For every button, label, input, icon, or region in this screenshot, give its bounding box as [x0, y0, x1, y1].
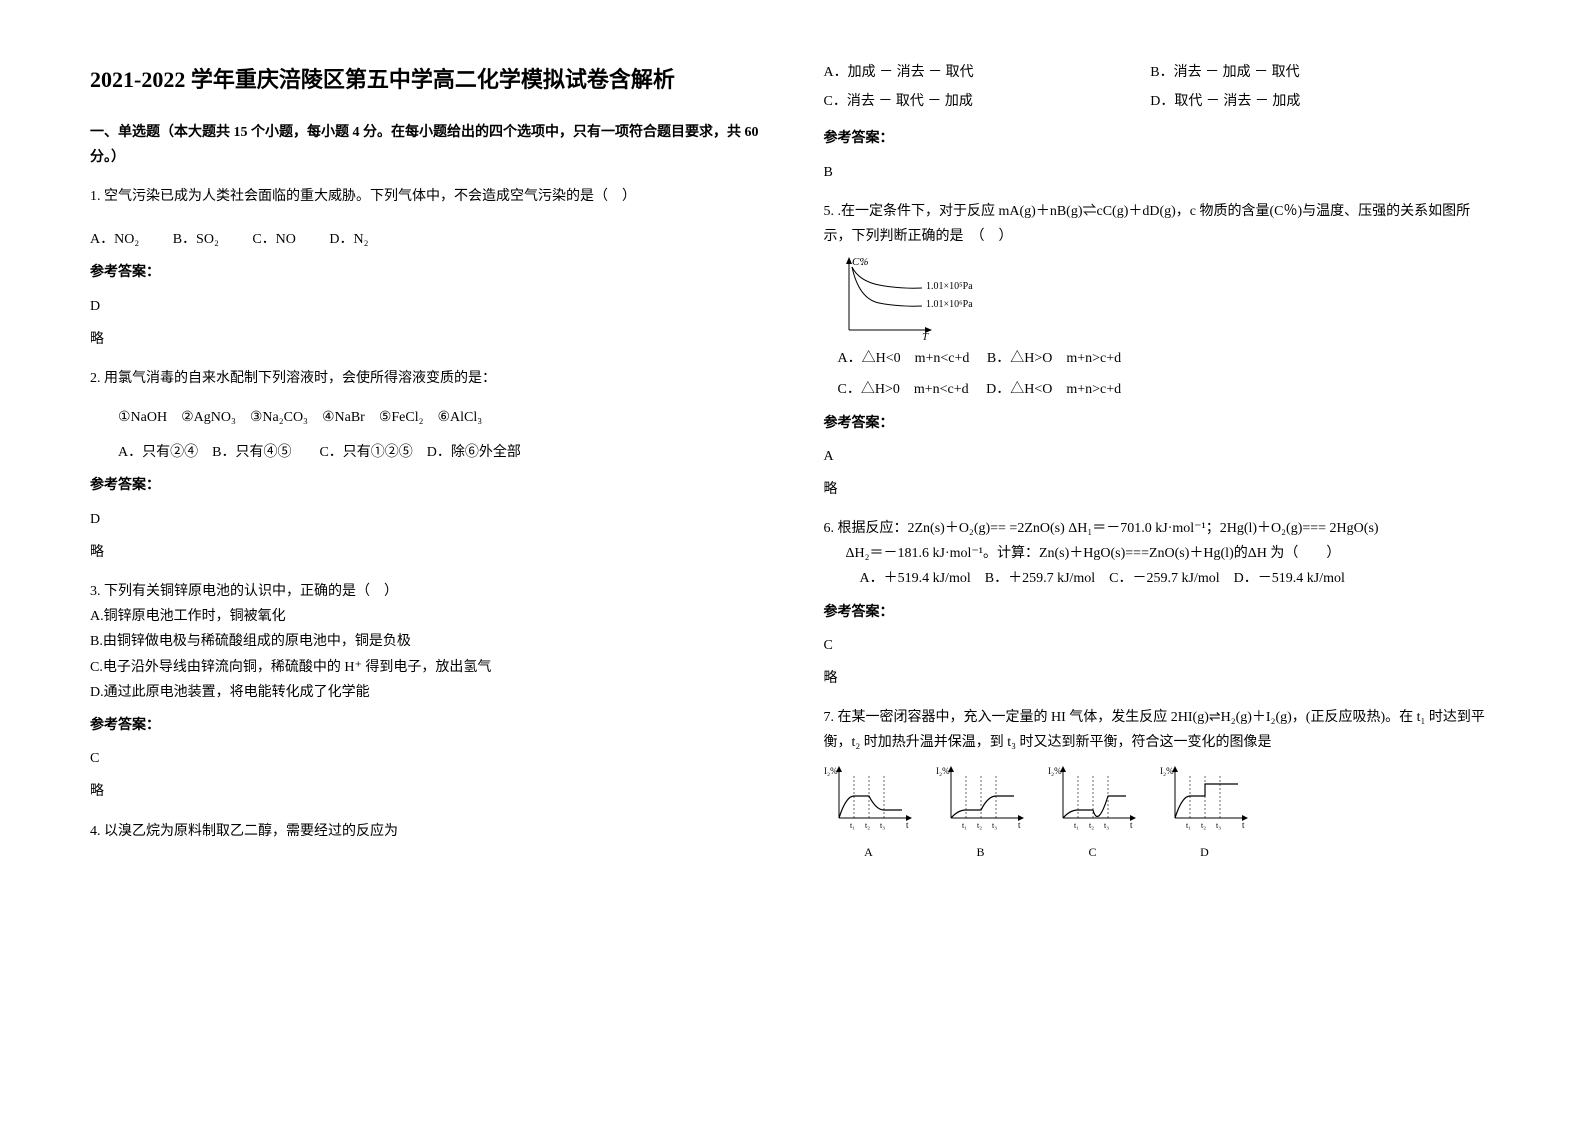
q4-opt-d: D．取代 － 消去 － 加成 [1150, 89, 1473, 114]
document-title: 2021-2022 学年重庆涪陵区第五中学高二化学模拟试卷含解析 [90, 60, 764, 100]
q6-answer-label: 参考答案： [824, 600, 1498, 625]
q4-opt-c: C．消去 － 取代 － 加成 [824, 89, 1147, 114]
page: 2021-2022 学年重庆涪陵区第五中学高二化学模拟试卷含解析 一、单选题（本… [0, 0, 1587, 1122]
q5-answer: A [824, 444, 1498, 469]
svg-text:t: t [1018, 820, 1021, 830]
q4-answer-label: 参考答案： [824, 126, 1498, 151]
q1-opt-b: B．SO₂ [173, 227, 219, 252]
q3-answer-label: 参考答案： [90, 713, 764, 738]
q4-opt-a: A．加成 － 消去 － 取代 [824, 60, 1147, 85]
q5-skip: 略 [824, 477, 1498, 502]
q2-options: A．只有②④ B．只有④⑤ C．只有①②⑤ D．除⑥外全部 [90, 440, 764, 465]
q4-opt-b: B．消去 － 加成 － 取代 [1150, 60, 1473, 85]
q7-charts: I₂% t t₁ t₂ t₃ A I₂% t t₁ t₂ t₃ B I₂% t t₁ t₂ t₃ C I₂% t t₁ t… [824, 766, 1498, 864]
svg-text:I₂%: I₂% [1160, 766, 1174, 776]
q5-opt-b: B．△H>O m+n>c+d [987, 346, 1121, 371]
q2-choices-line: ①NaOH ②AgNO₃ ③Na₂CO₃ ④NaBr ⑤FeCl₂ ⑥AlCl₃ [90, 405, 764, 430]
q7-chart-label-a: A [824, 842, 914, 864]
q7-chart-label-b: B [936, 842, 1026, 864]
question-7-stem: 7. 在某一密闭容器中，充入一定量的 HI 气体，发生反应 2HI(g)⇌H₂(… [824, 705, 1498, 755]
question-4-stem: 4. 以溴乙烷为原料制取乙二醇，需要经过的反应为 [90, 819, 764, 844]
svg-text:.: . [861, 256, 864, 268]
q1-answer: D [90, 294, 764, 319]
svg-text:T: T [922, 331, 929, 340]
question-6: 6. 根据反应：2Zn(s)＋O₂(g)== =2ZnO(s) ΔH₁＝－701… [824, 516, 1498, 691]
q4-answer: B [824, 160, 1498, 185]
right-column: A．加成 － 消去 － 取代 B．消去 － 加成 － 取代 C．消去 － 取代 … [794, 60, 1498, 1082]
svg-text:t: t [906, 820, 909, 830]
question-3-stem: 3. 下列有关铜锌原电池的认识中，正确的是（ ） [90, 579, 764, 604]
svg-text:t₃: t₃ [1216, 821, 1221, 830]
q7-chart-label-d: D [1160, 842, 1250, 864]
svg-text:t: t [1130, 820, 1133, 830]
q5-chart: C%.T1.01×10⁵Pa1.01×10⁶Pa [834, 255, 994, 340]
q6-options: A．＋519.4 kJ/mol B．＋259.7 kJ/mol C．－259.7… [824, 566, 1498, 591]
question-3: 3. 下列有关铜锌原电池的认识中，正确的是（ ） A.铜锌原电池工作时，铜被氧化… [90, 579, 764, 805]
section-1-header: 一、单选题（本大题共 15 个小题，每小题 4 分。在每小题给出的四个选项中，只… [90, 120, 764, 170]
q3-opt-b: B.由铜锌做电极与稀硫酸组成的原电池中，铜是负极 [90, 629, 764, 654]
question-6-stem2: ΔH₂＝－181.6 kJ·mol⁻¹。计算：Zn(s)＋HgO(s)===Zn… [824, 541, 1498, 566]
q6-answer: C [824, 633, 1498, 658]
svg-text:t₂: t₂ [865, 821, 870, 830]
svg-text:t₁: t₁ [1186, 821, 1191, 830]
svg-text:t: t [1242, 820, 1245, 830]
svg-text:I₂%: I₂% [1048, 766, 1062, 776]
svg-text:t₂: t₂ [1089, 821, 1094, 830]
svg-text:t₃: t₃ [992, 821, 997, 830]
question-1: 1. 空气污染已成为人类社会面临的重大威胁。下列气体中，不会造成空气污染的是（ … [90, 184, 764, 352]
question-4: 4. 以溴乙烷为原料制取乙二醇，需要经过的反应为 [90, 819, 764, 844]
q1-skip: 略 [90, 327, 764, 352]
q6-skip: 略 [824, 666, 1498, 691]
question-1-stem: 1. 空气污染已成为人类社会面临的重大威胁。下列气体中，不会造成空气污染的是（ … [90, 184, 764, 209]
q3-skip: 略 [90, 779, 764, 804]
q5-opt-d: D．△H<O m+n>c+d [986, 377, 1121, 402]
q1-opt-c: C．NO [252, 227, 296, 252]
q2-answer-label: 参考答案： [90, 473, 764, 498]
q2-answer: D [90, 507, 764, 532]
q3-opt-d: D.通过此原电池装置，将电能转化成了化学能 [90, 680, 764, 705]
q7-chart-label-c: C [1048, 842, 1138, 864]
q3-opt-c: C.电子沿外导线由锌流向铜，稀硫酸中的 H⁺ 得到电子，放出氢气 [90, 655, 764, 680]
q7-chart-d: I₂% t t₁ t₂ t₃ D [1160, 766, 1250, 864]
svg-text:1.01×10⁶Pa: 1.01×10⁶Pa [926, 299, 973, 310]
question-5-stem: 5. .在一定条件下，对于反应 mA(g)＋nB(g)⇌cC(g)＋dD(g)，… [824, 199, 1498, 249]
svg-text:t₂: t₂ [977, 821, 982, 830]
svg-text:1.01×10⁵Pa: 1.01×10⁵Pa [926, 281, 973, 292]
svg-text:t₁: t₁ [1074, 821, 1079, 830]
svg-text:I₂%: I₂% [824, 766, 838, 776]
question-4-continued: A．加成 － 消去 － 取代 B．消去 － 加成 － 取代 C．消去 － 取代 … [824, 60, 1498, 185]
svg-text:t₃: t₃ [1104, 821, 1109, 830]
svg-text:I₂%: I₂% [936, 766, 950, 776]
q1-answer-label: 参考答案： [90, 260, 764, 285]
question-6-stem1: 6. 根据反应：2Zn(s)＋O₂(g)== =2ZnO(s) ΔH₁＝－701… [824, 516, 1498, 541]
q7-chart-c: I₂% t t₁ t₂ t₃ C [1048, 766, 1138, 864]
question-2: 2. 用氯气消毒的自来水配制下列溶液时，会使所得溶液变质的是： ①NaOH ②A… [90, 366, 764, 565]
q3-opt-a: A.铜锌原电池工作时，铜被氧化 [90, 604, 764, 629]
question-5: 5. .在一定条件下，对于反应 mA(g)＋nB(g)⇌cC(g)＋dD(g)，… [824, 199, 1498, 502]
q2-skip: 略 [90, 540, 764, 565]
q1-opt-d: D．N₂ [329, 227, 368, 252]
svg-text:t₁: t₁ [962, 821, 967, 830]
svg-text:t₁: t₁ [850, 821, 855, 830]
q3-answer: C [90, 746, 764, 771]
q7-chart-b: I₂% t t₁ t₂ t₃ B [936, 766, 1026, 864]
q5-opt-a: A．△H<0 m+n<c+d [838, 346, 970, 371]
svg-text:t₂: t₂ [1201, 821, 1206, 830]
q5-answer-label: 参考答案： [824, 411, 1498, 436]
question-7: 7. 在某一密闭容器中，充入一定量的 HI 气体，发生反应 2HI(g)⇌H₂(… [824, 705, 1498, 863]
left-column: 2021-2022 学年重庆涪陵区第五中学高二化学模拟试卷含解析 一、单选题（本… [90, 60, 794, 1082]
q1-opt-a: A．NO₂ [90, 227, 139, 252]
question-2-stem: 2. 用氯气消毒的自来水配制下列溶液时，会使所得溶液变质的是： [90, 366, 764, 391]
svg-text:t₃: t₃ [880, 821, 885, 830]
q7-chart-a: I₂% t t₁ t₂ t₃ A [824, 766, 914, 864]
q5-opt-c: C．△H>0 m+n<c+d [838, 377, 969, 402]
